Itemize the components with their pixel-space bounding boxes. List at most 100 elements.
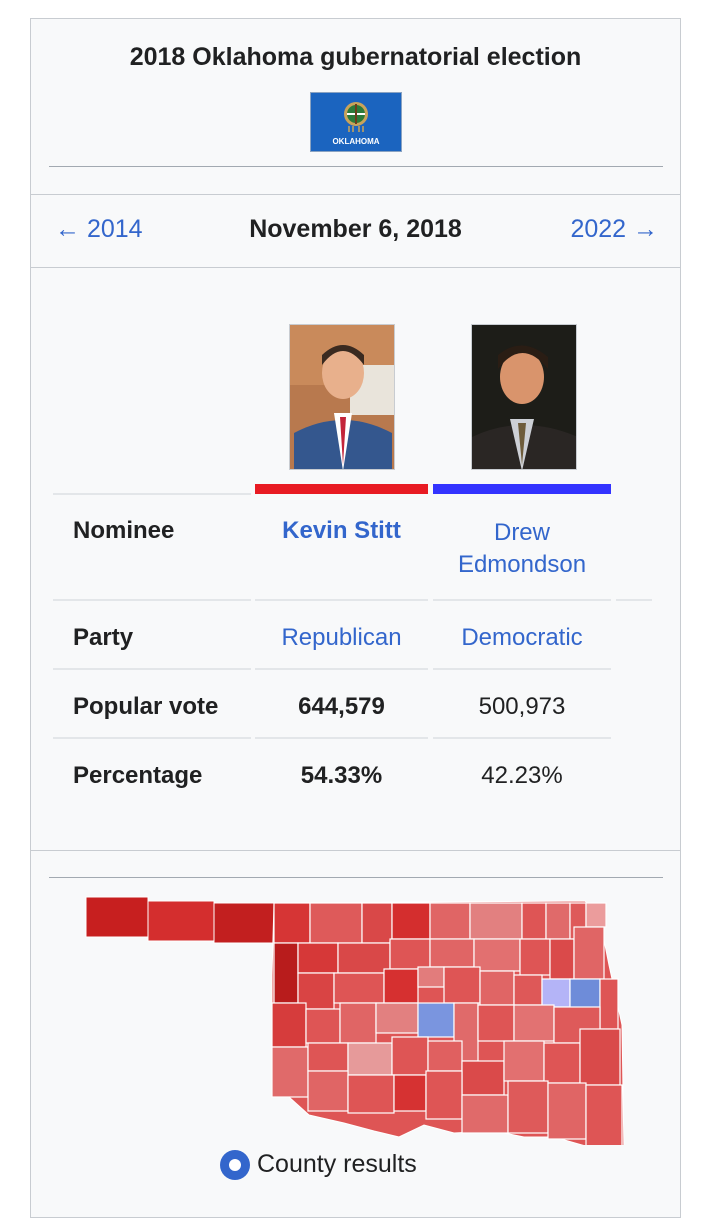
- county-shape[interactable]: [307, 1070, 349, 1112]
- shield-icon: [344, 102, 368, 132]
- divider: [31, 267, 680, 268]
- county-shape[interactable]: [547, 1082, 587, 1140]
- person-photo-icon: [472, 325, 576, 469]
- edmondson-percentage: 42.23%: [481, 762, 563, 789]
- next-election-link[interactable]: 2022 →: [570, 215, 658, 244]
- county-shape[interactable]: [213, 902, 275, 944]
- county-shape[interactable]: [545, 902, 571, 940]
- divider: [31, 850, 680, 851]
- county-shape[interactable]: [573, 926, 605, 980]
- county-shape[interactable]: [585, 902, 607, 928]
- county-shape[interactable]: [417, 1002, 455, 1038]
- flag-caption: OKLAHOMA: [332, 137, 380, 146]
- county-shape[interactable]: [569, 978, 601, 1010]
- county-shape[interactable]: [309, 902, 363, 944]
- county-shape[interactable]: [469, 902, 523, 940]
- county-shape[interactable]: [549, 938, 575, 980]
- row-divider: [616, 599, 652, 601]
- county-shape[interactable]: [443, 966, 481, 1004]
- previous-election-link[interactable]: ← 2014: [55, 215, 143, 244]
- row-divider: [53, 599, 251, 601]
- county-shape[interactable]: [461, 1060, 505, 1096]
- county-shape[interactable]: [473, 938, 521, 972]
- row-divider: [255, 668, 428, 670]
- radio-selected-icon[interactable]: [220, 1150, 250, 1180]
- row-divider: [53, 493, 251, 495]
- row-divider: [53, 737, 251, 739]
- row-divider: [433, 737, 611, 739]
- infobox-title: 2018 Oklahoma gubernatorial election: [129, 43, 582, 71]
- county-shape[interactable]: [391, 902, 431, 940]
- party-republican-link[interactable]: Republican: [281, 624, 402, 651]
- stitt-popular-vote: 644,579: [298, 693, 385, 720]
- percentage-label: Percentage: [73, 762, 203, 789]
- county-shape[interactable]: [599, 978, 619, 1030]
- row-divider: [53, 668, 251, 670]
- county-shape[interactable]: [147, 900, 215, 942]
- previous-election-text[interactable]: ← 2014: [55, 215, 143, 243]
- county-shape[interactable]: [513, 1004, 555, 1042]
- county-results-label[interactable]: County results: [257, 1150, 417, 1178]
- county-shape[interactable]: [519, 938, 551, 976]
- county-shape[interactable]: [271, 1002, 307, 1048]
- county-shape[interactable]: [389, 938, 431, 970]
- election-date: November 6, 2018: [249, 215, 462, 243]
- divider: [31, 194, 680, 195]
- county-shape[interactable]: [383, 968, 419, 1004]
- county-shape[interactable]: [541, 978, 571, 1008]
- county-shape[interactable]: [579, 1028, 621, 1086]
- county-shape[interactable]: [297, 942, 339, 974]
- county-results-map[interactable]: [54, 875, 631, 1145]
- county-shape[interactable]: [307, 1042, 349, 1072]
- county-shape[interactable]: [375, 1002, 419, 1034]
- county-shape[interactable]: [273, 942, 299, 1004]
- county-shape[interactable]: [543, 1042, 581, 1084]
- county-shape[interactable]: [333, 972, 385, 1004]
- county-shape[interactable]: [479, 970, 515, 1006]
- county-shape[interactable]: [427, 1040, 463, 1072]
- popular-vote-label: Popular vote: [73, 693, 219, 720]
- party-label: Party: [73, 624, 134, 651]
- county-shape[interactable]: [391, 1036, 429, 1076]
- county-shape[interactable]: [425, 1070, 463, 1120]
- oklahoma-flag[interactable]: OKLAHOMA: [310, 92, 402, 152]
- kevin-stitt-photo[interactable]: [289, 324, 395, 470]
- county-shape[interactable]: [337, 942, 391, 974]
- county-shape[interactable]: [503, 1040, 545, 1082]
- county-shape[interactable]: [429, 902, 471, 940]
- county-shape[interactable]: [361, 902, 393, 944]
- party-democratic-link[interactable]: Democratic: [461, 624, 583, 651]
- person-photo-icon: [290, 325, 394, 469]
- row-divider: [255, 599, 428, 601]
- nominee-drew-edmondson[interactable]: Drew Edmondson: [457, 519, 587, 578]
- county-shape[interactable]: [85, 896, 149, 938]
- drew-edmondson-photo[interactable]: [471, 324, 577, 470]
- edmondson-popular-vote: 500,973: [478, 693, 566, 720]
- next-election-text[interactable]: 2022 →: [570, 215, 658, 243]
- county-shape[interactable]: [585, 1084, 623, 1145]
- nominee-kevin-stitt[interactable]: Kevin Stitt: [282, 517, 401, 544]
- county-shape[interactable]: [429, 938, 475, 968]
- county-shape[interactable]: [513, 974, 543, 1006]
- title-rule: [49, 166, 663, 167]
- county-shape[interactable]: [461, 1094, 509, 1134]
- stitt-percentage: 54.33%: [300, 762, 383, 789]
- county-shape[interactable]: [393, 1074, 427, 1112]
- republican-color-bar: [255, 484, 428, 494]
- county-shape[interactable]: [477, 1004, 515, 1042]
- row-divider: [255, 737, 428, 739]
- row-divider: [433, 668, 611, 670]
- county-shape[interactable]: [521, 902, 547, 940]
- county-shape[interactable]: [507, 1080, 549, 1134]
- county-shape[interactable]: [271, 1046, 309, 1098]
- map-rule: [49, 877, 663, 878]
- county-shape[interactable]: [339, 1002, 377, 1044]
- nominee-label: Nominee: [73, 517, 175, 544]
- county-shape[interactable]: [347, 1042, 393, 1076]
- county-shape[interactable]: [417, 966, 445, 988]
- county-shape[interactable]: [347, 1074, 395, 1114]
- county-shape[interactable]: [273, 902, 311, 944]
- democratic-color-bar: [433, 484, 611, 494]
- row-divider: [433, 599, 611, 601]
- county-shape[interactable]: [305, 1008, 341, 1044]
